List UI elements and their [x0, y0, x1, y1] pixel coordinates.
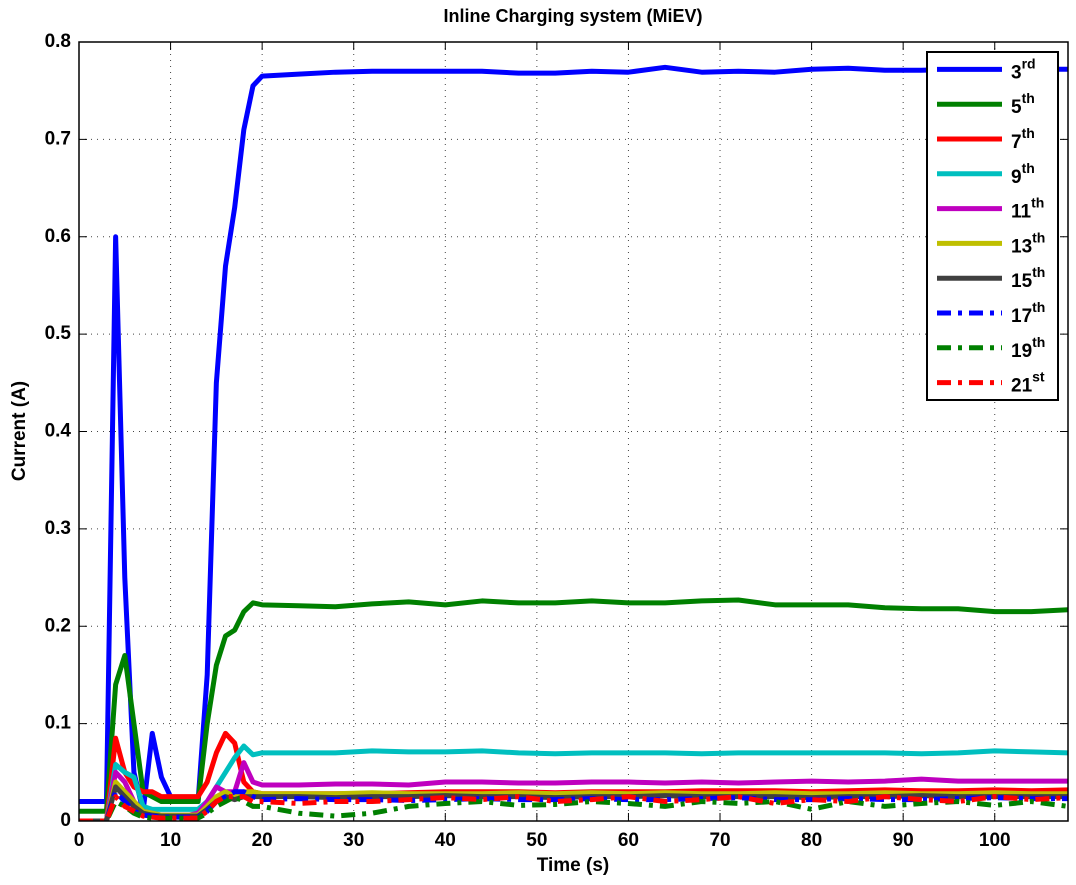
y-tick-label: 0: [60, 810, 71, 831]
legend-label-part: 19: [1011, 341, 1032, 362]
chart-title: Inline Charging system (MiEV): [443, 6, 702, 26]
series-line: [79, 64, 1068, 814]
x-tick-label: 50: [526, 830, 547, 851]
x-tick-label: 90: [893, 830, 914, 851]
series-line: [79, 743, 1068, 821]
y-tick-label: 0.2: [45, 615, 71, 636]
legend-label: 3rd: [1011, 55, 1036, 83]
legend-label-part: rd: [1022, 55, 1036, 71]
x-tick-label: 0: [74, 830, 85, 851]
x-tick-label: 60: [618, 830, 639, 851]
legend-box: [926, 51, 1059, 401]
x-tick-label: 30: [343, 830, 364, 851]
legend-label: 17th: [1011, 299, 1045, 327]
legend-label-part: 9: [1011, 167, 1022, 188]
legend-label-part: st: [1032, 368, 1045, 384]
legend-label: 7th: [1011, 125, 1035, 153]
legend-label: 15th: [1011, 264, 1045, 292]
legend-label: 5th: [1011, 90, 1035, 118]
legend-label-part: 13: [1011, 236, 1032, 257]
legend-label-part: 15: [1011, 271, 1033, 292]
plot-frame: [78, 41, 1069, 822]
legend-label-part: th: [1032, 299, 1045, 315]
legend-label-part: th: [1022, 125, 1035, 141]
legend-label-part: th: [1031, 194, 1044, 210]
legend-label-part: th: [1032, 264, 1045, 280]
y-tick-label: 0.6: [45, 226, 71, 247]
legend-label-part: 3: [1011, 62, 1022, 83]
legend-label: 21st: [1011, 368, 1045, 396]
x-axis-label: Time (s): [537, 855, 610, 876]
legend-label: 9th: [1011, 160, 1035, 188]
y-tick-label: 0.4: [45, 421, 72, 442]
legend-label: 11th: [1011, 194, 1044, 222]
x-tick-label: 40: [435, 830, 456, 851]
series-line: [79, 597, 1068, 814]
legend-label-part: 17: [1011, 306, 1032, 327]
x-tick-label: 20: [252, 830, 273, 851]
x-tick-label: 100: [979, 830, 1011, 851]
legend-label-part: th: [1022, 160, 1035, 176]
y-axis-label: Current (A): [9, 381, 30, 481]
legend-label: 13th: [1011, 229, 1045, 257]
series-line: [79, 794, 1068, 821]
x-tick-label: 10: [160, 830, 181, 851]
legend-label: 19th: [1011, 334, 1045, 362]
legend-label-part: th: [1022, 90, 1035, 106]
x-tick-label: 70: [709, 830, 730, 851]
legend-label-part: th: [1032, 334, 1045, 350]
y-tick-label: 0.8: [45, 31, 71, 52]
y-tick-label: 0.5: [45, 323, 72, 344]
x-tick-label: 80: [801, 830, 822, 851]
legend-label-part: 7: [1011, 132, 1022, 153]
y-tick-label: 0.3: [45, 518, 71, 539]
legend-label-part: 5: [1011, 97, 1022, 118]
y-tick-label: 0.7: [45, 128, 71, 149]
legend-label-part: th: [1032, 229, 1045, 245]
y-tick-label: 0.1: [45, 713, 72, 734]
legend-label-part: 21: [1011, 376, 1033, 397]
legend-label-part: 11: [1011, 202, 1032, 223]
